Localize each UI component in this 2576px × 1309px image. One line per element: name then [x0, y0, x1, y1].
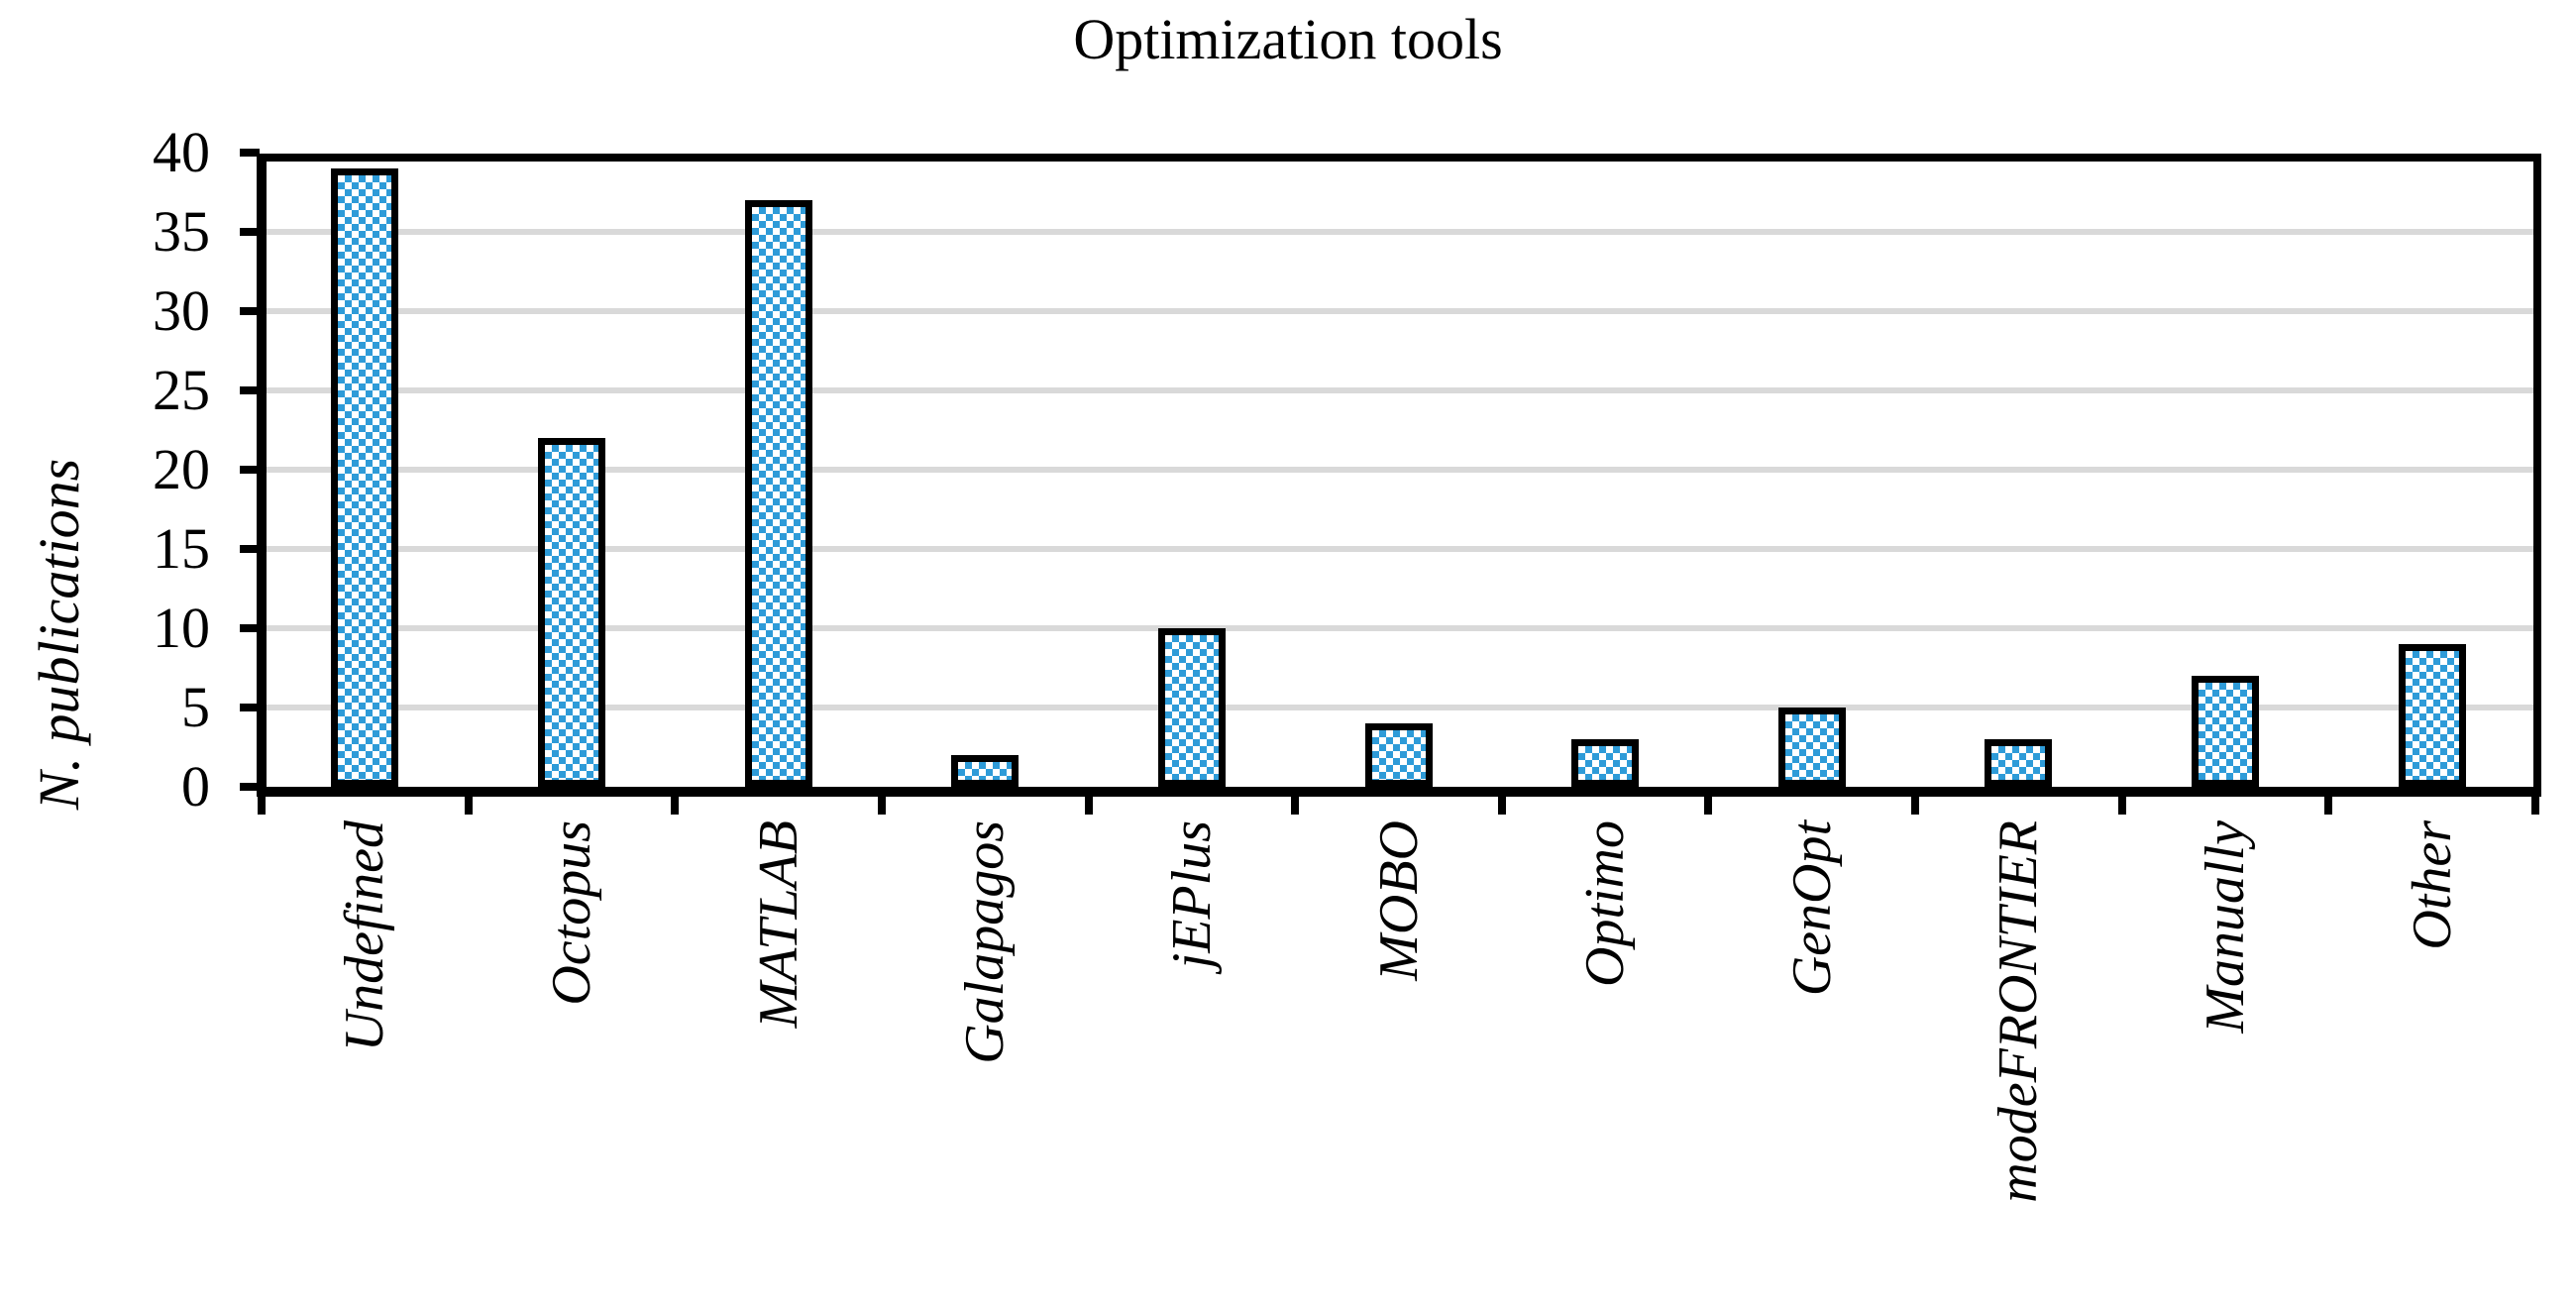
y-axis-tick — [240, 228, 260, 236]
bar — [331, 168, 398, 787]
y-axis-tick — [240, 307, 260, 315]
bar — [951, 755, 1019, 787]
y-axis-tick — [240, 624, 260, 632]
x-axis-tick — [2324, 787, 2332, 815]
category-label: modeFRONTIER — [1986, 820, 2050, 1203]
bar — [745, 200, 812, 787]
category-label: jEPlus — [1160, 820, 1224, 968]
bar — [2192, 676, 2259, 787]
y-axis-tick-label: 20 — [153, 437, 210, 501]
category-label: MOBO — [1367, 820, 1431, 981]
category-label-text: Manually — [2195, 820, 2256, 1034]
category-label: Undefined — [333, 820, 396, 1051]
category-label-text: modeFRONTIER — [1987, 820, 2049, 1203]
category-label-text: Undefined — [334, 820, 395, 1052]
bar — [1778, 708, 1846, 787]
y-axis-tick — [240, 783, 260, 791]
bar — [2399, 644, 2466, 787]
y-axis-tick — [240, 386, 260, 394]
x-axis-tick — [878, 787, 886, 815]
x-axis-tick — [1498, 787, 1506, 815]
gridline — [267, 546, 2533, 552]
bar — [1158, 628, 1226, 787]
category-label-text: Galapagos — [954, 820, 1016, 1064]
y-axis-tick-label: 0 — [181, 754, 210, 818]
gridline — [267, 625, 2533, 631]
x-axis-tick — [258, 787, 266, 815]
gridline — [267, 467, 2533, 473]
gridline — [267, 387, 2533, 393]
category-label: MATLAB — [747, 820, 810, 1028]
category-label-text: MOBO — [1368, 820, 1430, 981]
category-label-text: jEPlus — [1161, 820, 1223, 969]
gridline — [267, 705, 2533, 710]
bar — [1985, 739, 2052, 787]
x-axis-tick — [2118, 787, 2126, 815]
y-axis-tick-label: 30 — [153, 278, 210, 343]
category-label-text: Other — [2402, 820, 2463, 950]
chart-title: Optimization tools — [1073, 7, 1503, 71]
y-axis-tick-label: 15 — [153, 516, 210, 581]
y-axis-tick-label: 40 — [153, 120, 210, 184]
category-label: Manually — [2194, 820, 2257, 1034]
bar — [1365, 723, 1433, 787]
gridline — [267, 229, 2533, 235]
category-label: GenOpt — [1780, 820, 1844, 996]
category-label-text: GenOpt — [1781, 820, 1843, 997]
y-axis-tick — [240, 466, 260, 474]
category-label: Galapagos — [953, 820, 1017, 1064]
x-axis-tick — [1291, 787, 1299, 815]
y-axis-tick — [240, 704, 260, 711]
x-axis-tick — [1911, 787, 1919, 815]
category-label-text: Optimo — [1574, 820, 1636, 987]
bar — [538, 438, 605, 787]
category-label-text: Octopus — [541, 820, 602, 1006]
x-axis-tick — [1704, 787, 1712, 815]
x-axis-tick — [2531, 787, 2539, 815]
category-label-text: MATLAB — [748, 820, 809, 1029]
x-axis-tick — [1085, 787, 1093, 815]
bar — [1571, 739, 1639, 787]
y-axis-tick — [240, 545, 260, 553]
y-axis-tick — [240, 149, 260, 157]
gridline — [267, 308, 2533, 314]
x-axis-tick — [465, 787, 473, 815]
y-axis-tick-label: 25 — [153, 358, 210, 422]
y-axis-tick-label: 35 — [153, 199, 210, 264]
category-label: Octopus — [540, 820, 603, 1006]
category-label: Optimo — [1573, 820, 1637, 987]
y-axis-tick-label: 5 — [181, 675, 210, 739]
category-label: Other — [2401, 820, 2464, 950]
x-axis-tick — [671, 787, 679, 815]
y-axis-tick-label: 10 — [153, 596, 210, 660]
